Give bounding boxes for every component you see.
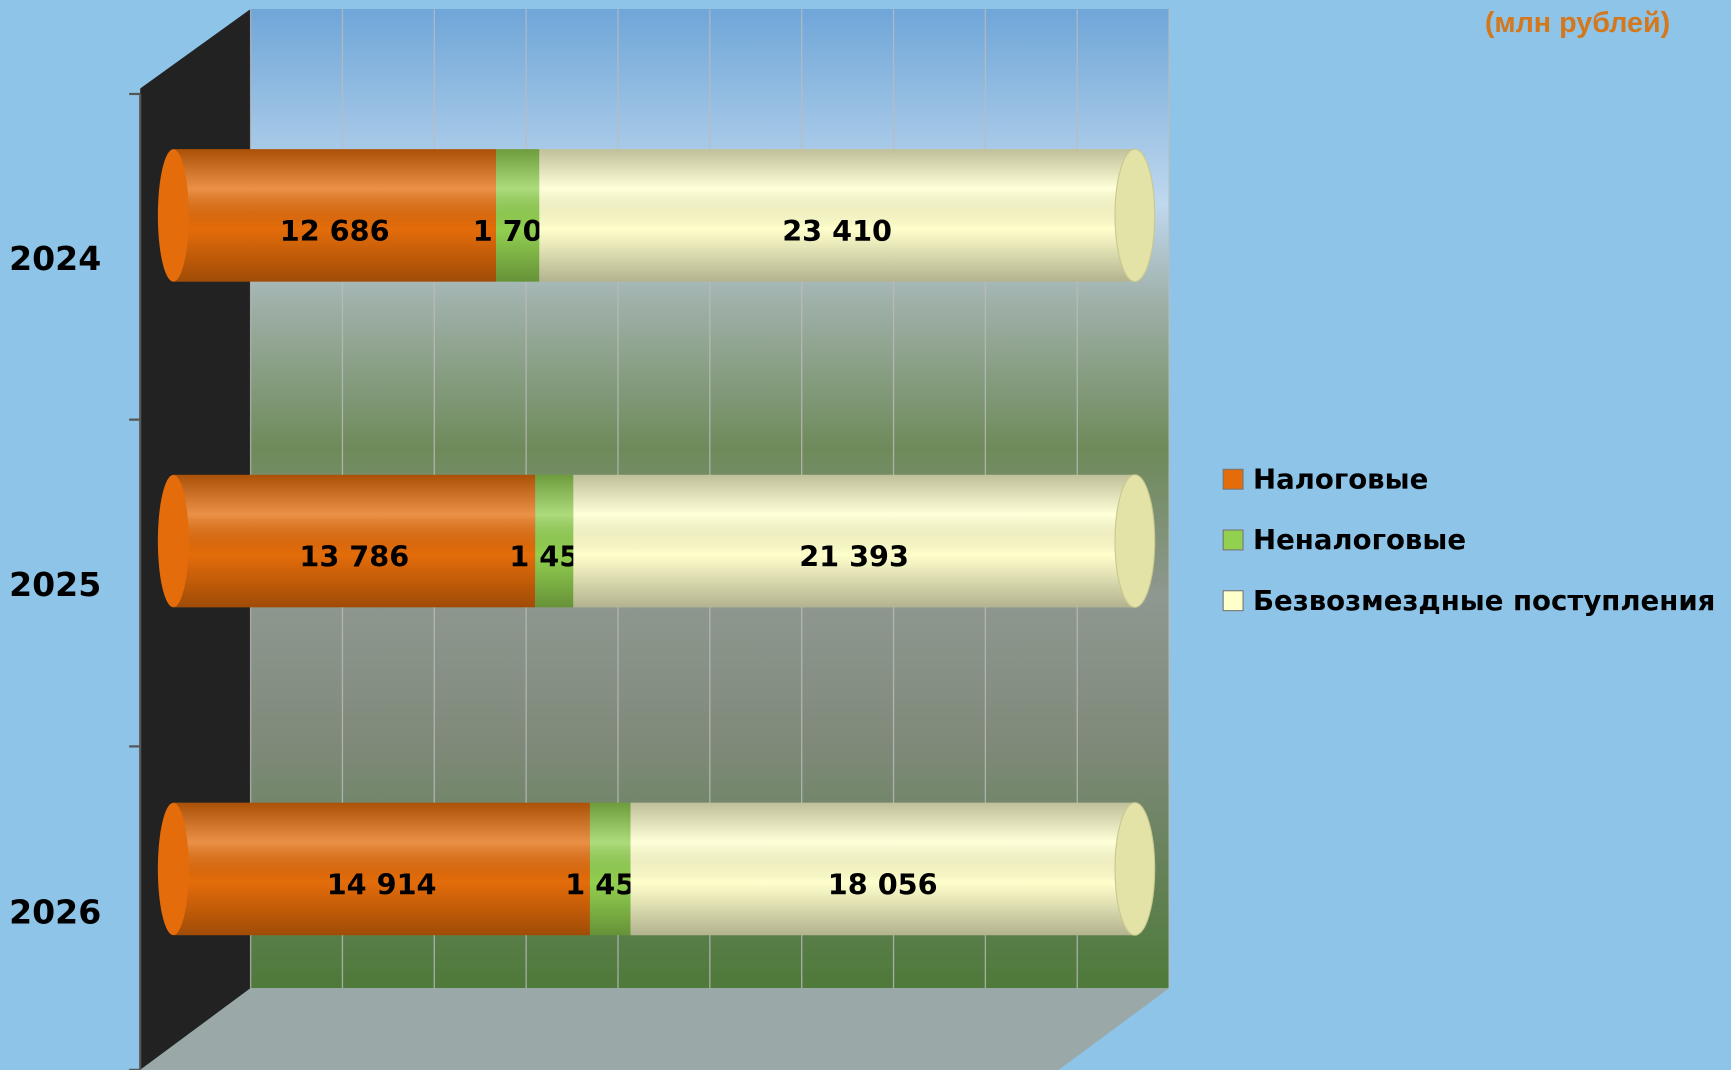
bar-shade <box>173 149 497 282</box>
legend-label: Налоговые <box>1253 462 1428 495</box>
legend-swatch <box>1222 529 1244 551</box>
value-label: 12 686 <box>280 214 390 248</box>
bar-shade <box>573 474 1135 608</box>
value-label: 21 393 <box>799 540 909 574</box>
y-tick-label: 2025 <box>9 565 101 604</box>
value-label: 14 914 <box>327 868 437 902</box>
value-label: 13 786 <box>299 540 409 574</box>
legend-label: Неналоговые <box>1253 523 1466 556</box>
bar-cap <box>157 474 189 608</box>
legend-swatch <box>1222 468 1244 490</box>
y-tick-label: 2026 <box>9 893 101 932</box>
bar-cap <box>157 149 189 282</box>
y-tick-label: 2024 <box>9 239 101 278</box>
bar-shade <box>589 802 631 936</box>
value-label: 23 410 <box>782 214 892 248</box>
bar-cap <box>1114 148 1156 283</box>
bar-cap <box>157 802 189 936</box>
legend-label: Безвозмездные поступления <box>1253 584 1715 617</box>
legend-swatch <box>1222 590 1244 612</box>
bar-cap <box>1114 474 1156 608</box>
floor <box>140 988 1170 1070</box>
value-label: 18 056 <box>828 868 938 902</box>
bar-shade <box>173 474 536 608</box>
bar-shade <box>496 149 540 282</box>
bar-cap <box>1114 802 1156 936</box>
bar-shade <box>173 802 590 936</box>
bar-shade <box>630 802 1135 936</box>
bar-shade <box>535 474 574 608</box>
subtitle: (млн рублей) <box>1485 7 1670 39</box>
bar-shade <box>539 149 1135 282</box>
